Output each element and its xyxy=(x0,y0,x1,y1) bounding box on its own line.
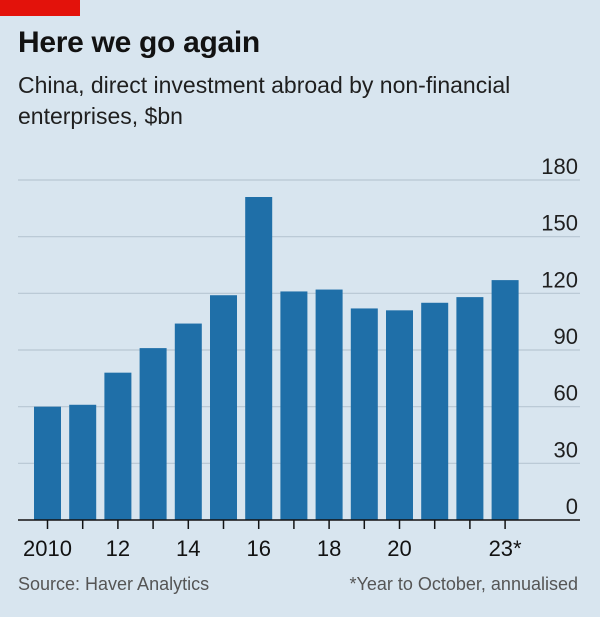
y-tick-label: 150 xyxy=(541,211,578,236)
y-tick-label: 0 xyxy=(566,494,578,519)
footnote: *Year to October, annualised xyxy=(349,574,579,594)
chart-subtitle: China, direct investment abroad by non-f… xyxy=(18,72,511,129)
bar xyxy=(210,295,237,520)
brand-tag xyxy=(0,0,80,16)
x-tick-label: 20 xyxy=(387,536,411,561)
bar xyxy=(139,348,167,520)
bar xyxy=(421,302,449,520)
x-tick-label: 16 xyxy=(246,536,270,561)
bar xyxy=(245,197,273,520)
bar xyxy=(34,406,61,520)
bar xyxy=(104,372,132,520)
y-tick-label: 90 xyxy=(554,324,578,349)
source-note: Source: Haver Analytics xyxy=(18,574,210,594)
bar xyxy=(456,297,484,520)
x-tick-label: 2010 xyxy=(23,536,72,561)
y-tick-label: 60 xyxy=(554,381,578,406)
chart-title: Here we go again xyxy=(18,26,260,59)
bar xyxy=(386,310,413,520)
bar-chart: 0 30 60 90 120 150 180 2010 12 14 16 18 20 23* xyxy=(18,154,580,561)
bar xyxy=(315,289,343,520)
bar xyxy=(491,280,519,520)
y-tick-label: 120 xyxy=(541,267,578,292)
bar xyxy=(174,323,202,520)
y-tick-label: 30 xyxy=(554,437,578,462)
x-tick-label: 12 xyxy=(106,536,130,561)
x-tick-label: 23* xyxy=(489,536,522,561)
x-tick-label: 18 xyxy=(317,536,341,561)
x-tick-label: 14 xyxy=(176,536,200,561)
bar xyxy=(350,308,378,520)
bar xyxy=(69,404,97,520)
y-tick-label: 180 xyxy=(541,154,578,179)
bar xyxy=(280,291,308,520)
